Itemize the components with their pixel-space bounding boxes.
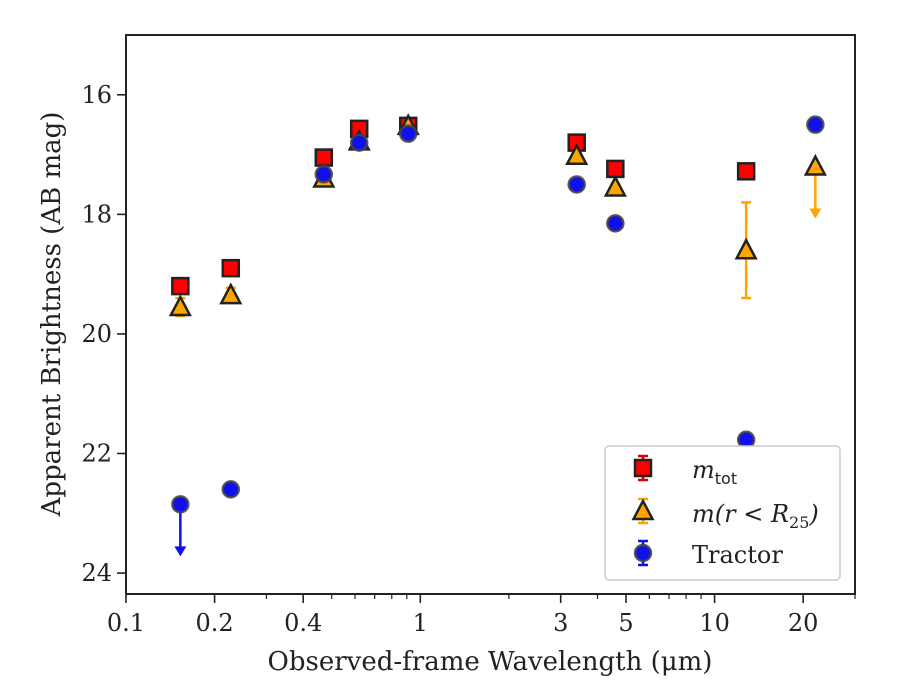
x-tick-label: 1 [413, 609, 428, 637]
data-markers [168, 113, 827, 557]
legend-label-m-tot: mtot [692, 456, 737, 488]
data-point-m-tot [171, 276, 190, 296]
data-point-tractor [806, 115, 825, 134]
y-tick-label: 24 [81, 559, 112, 587]
data-point-tractor [606, 214, 625, 233]
data-point-tractor [567, 175, 586, 194]
x-tick-label: 10 [699, 609, 730, 637]
y-tick-label: 16 [81, 81, 112, 109]
data-point-m-tot [606, 159, 625, 179]
legend-marker-tractor [633, 543, 653, 563]
series-tractor [171, 115, 825, 557]
x-tick-label: 20 [788, 609, 819, 637]
legend: mtot m(r < R25) Tractor [604, 445, 841, 581]
legend-label-m-r25: m(r < R25) [692, 500, 819, 532]
legend-marker-m-tot [633, 458, 653, 478]
x-axis-label: Observed-frame Wavelength (μm) [268, 647, 713, 677]
y-tick-label: 20 [81, 320, 112, 348]
axis-ticks: 0.1 0.2 0.4 1 3 5 10 20 16 18 20 22 24 [81, 81, 856, 637]
data-point-tractor [171, 495, 190, 514]
x-tick-label: 0.4 [284, 609, 322, 637]
plot-frame [125, 34, 856, 595]
y-tick-label: 22 [81, 440, 112, 468]
data-point-m-r25 [603, 174, 627, 197]
data-point-m-r25 [565, 143, 589, 166]
legend-box [604, 445, 841, 581]
legend-label-tractor: Tractor [692, 541, 783, 569]
data-point-m-tot [221, 258, 241, 278]
data-point-m-r25 [734, 237, 758, 260]
x-tick-label: 0.2 [196, 609, 234, 637]
y-tick-label: 18 [81, 200, 112, 228]
data-point-tractor [221, 480, 241, 499]
legend-marker-m-r25 [631, 498, 655, 521]
data-point-m-tot [736, 162, 756, 181]
y-axis-label: Apparent Brightness (AB mag) [37, 112, 67, 518]
data-point-tractor [398, 124, 418, 143]
arrow-head [174, 546, 187, 557]
data-point-m-tot [314, 148, 334, 167]
x-tick-label: 3 [553, 609, 568, 637]
x-tick-label: 5 [618, 609, 633, 637]
data-point-m-r25 [219, 282, 243, 305]
data-point-m-r25 [803, 153, 827, 176]
x-tick-label: 0.1 [107, 609, 145, 637]
data-point-tractor [314, 165, 334, 184]
data-point-m-r25 [168, 294, 192, 317]
arrow-head [809, 208, 822, 219]
data-point-tractor [349, 133, 369, 152]
